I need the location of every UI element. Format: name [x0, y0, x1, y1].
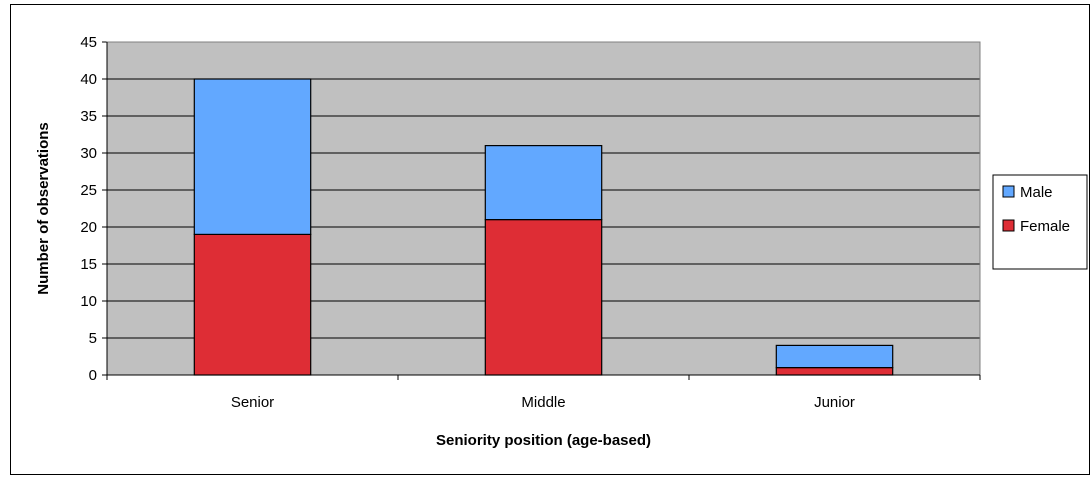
legend-swatch-male: [1002, 185, 1015, 198]
bar-female-senior: [193, 233, 312, 376]
x-tick-labels: Senior Middle Junior: [231, 394, 855, 411]
bar-female-junior: [775, 367, 894, 376]
y-tick-label: 20: [80, 219, 97, 236]
legend: Male Female: [992, 174, 1088, 270]
x-tick-label: Middle: [521, 394, 565, 411]
y-tick-labels: 0 5 10 15 20 25 30 35 40 45: [80, 34, 97, 384]
axes: [102, 41, 981, 380]
y-tick-label: 40: [80, 71, 97, 88]
legend-label-female: Female: [1020, 218, 1070, 235]
y-axis-title: Number of observations: [35, 122, 52, 295]
y-tick-label: 45: [80, 34, 97, 51]
x-axis-title: Seniority position (age-based): [436, 432, 651, 449]
y-tick-label: 25: [80, 182, 97, 199]
y-tick-label: 5: [89, 330, 97, 347]
bar-male-junior: [775, 344, 894, 369]
bar-male-middle: [484, 145, 603, 221]
x-tick-label: Junior: [814, 394, 855, 411]
y-tick-label: 0: [89, 367, 97, 384]
legend-label-male: Male: [1020, 184, 1053, 201]
bar-male-senior: [193, 78, 312, 235]
y-tick-label: 30: [80, 145, 97, 162]
y-tick-label: 35: [80, 108, 97, 125]
legend-swatch-female: [1002, 219, 1015, 232]
bars: [193, 78, 894, 376]
y-tick-label: 10: [80, 293, 97, 310]
x-tick-label: Senior: [231, 394, 274, 411]
y-tick-label: 15: [80, 256, 97, 273]
bar-female-middle: [484, 219, 603, 376]
